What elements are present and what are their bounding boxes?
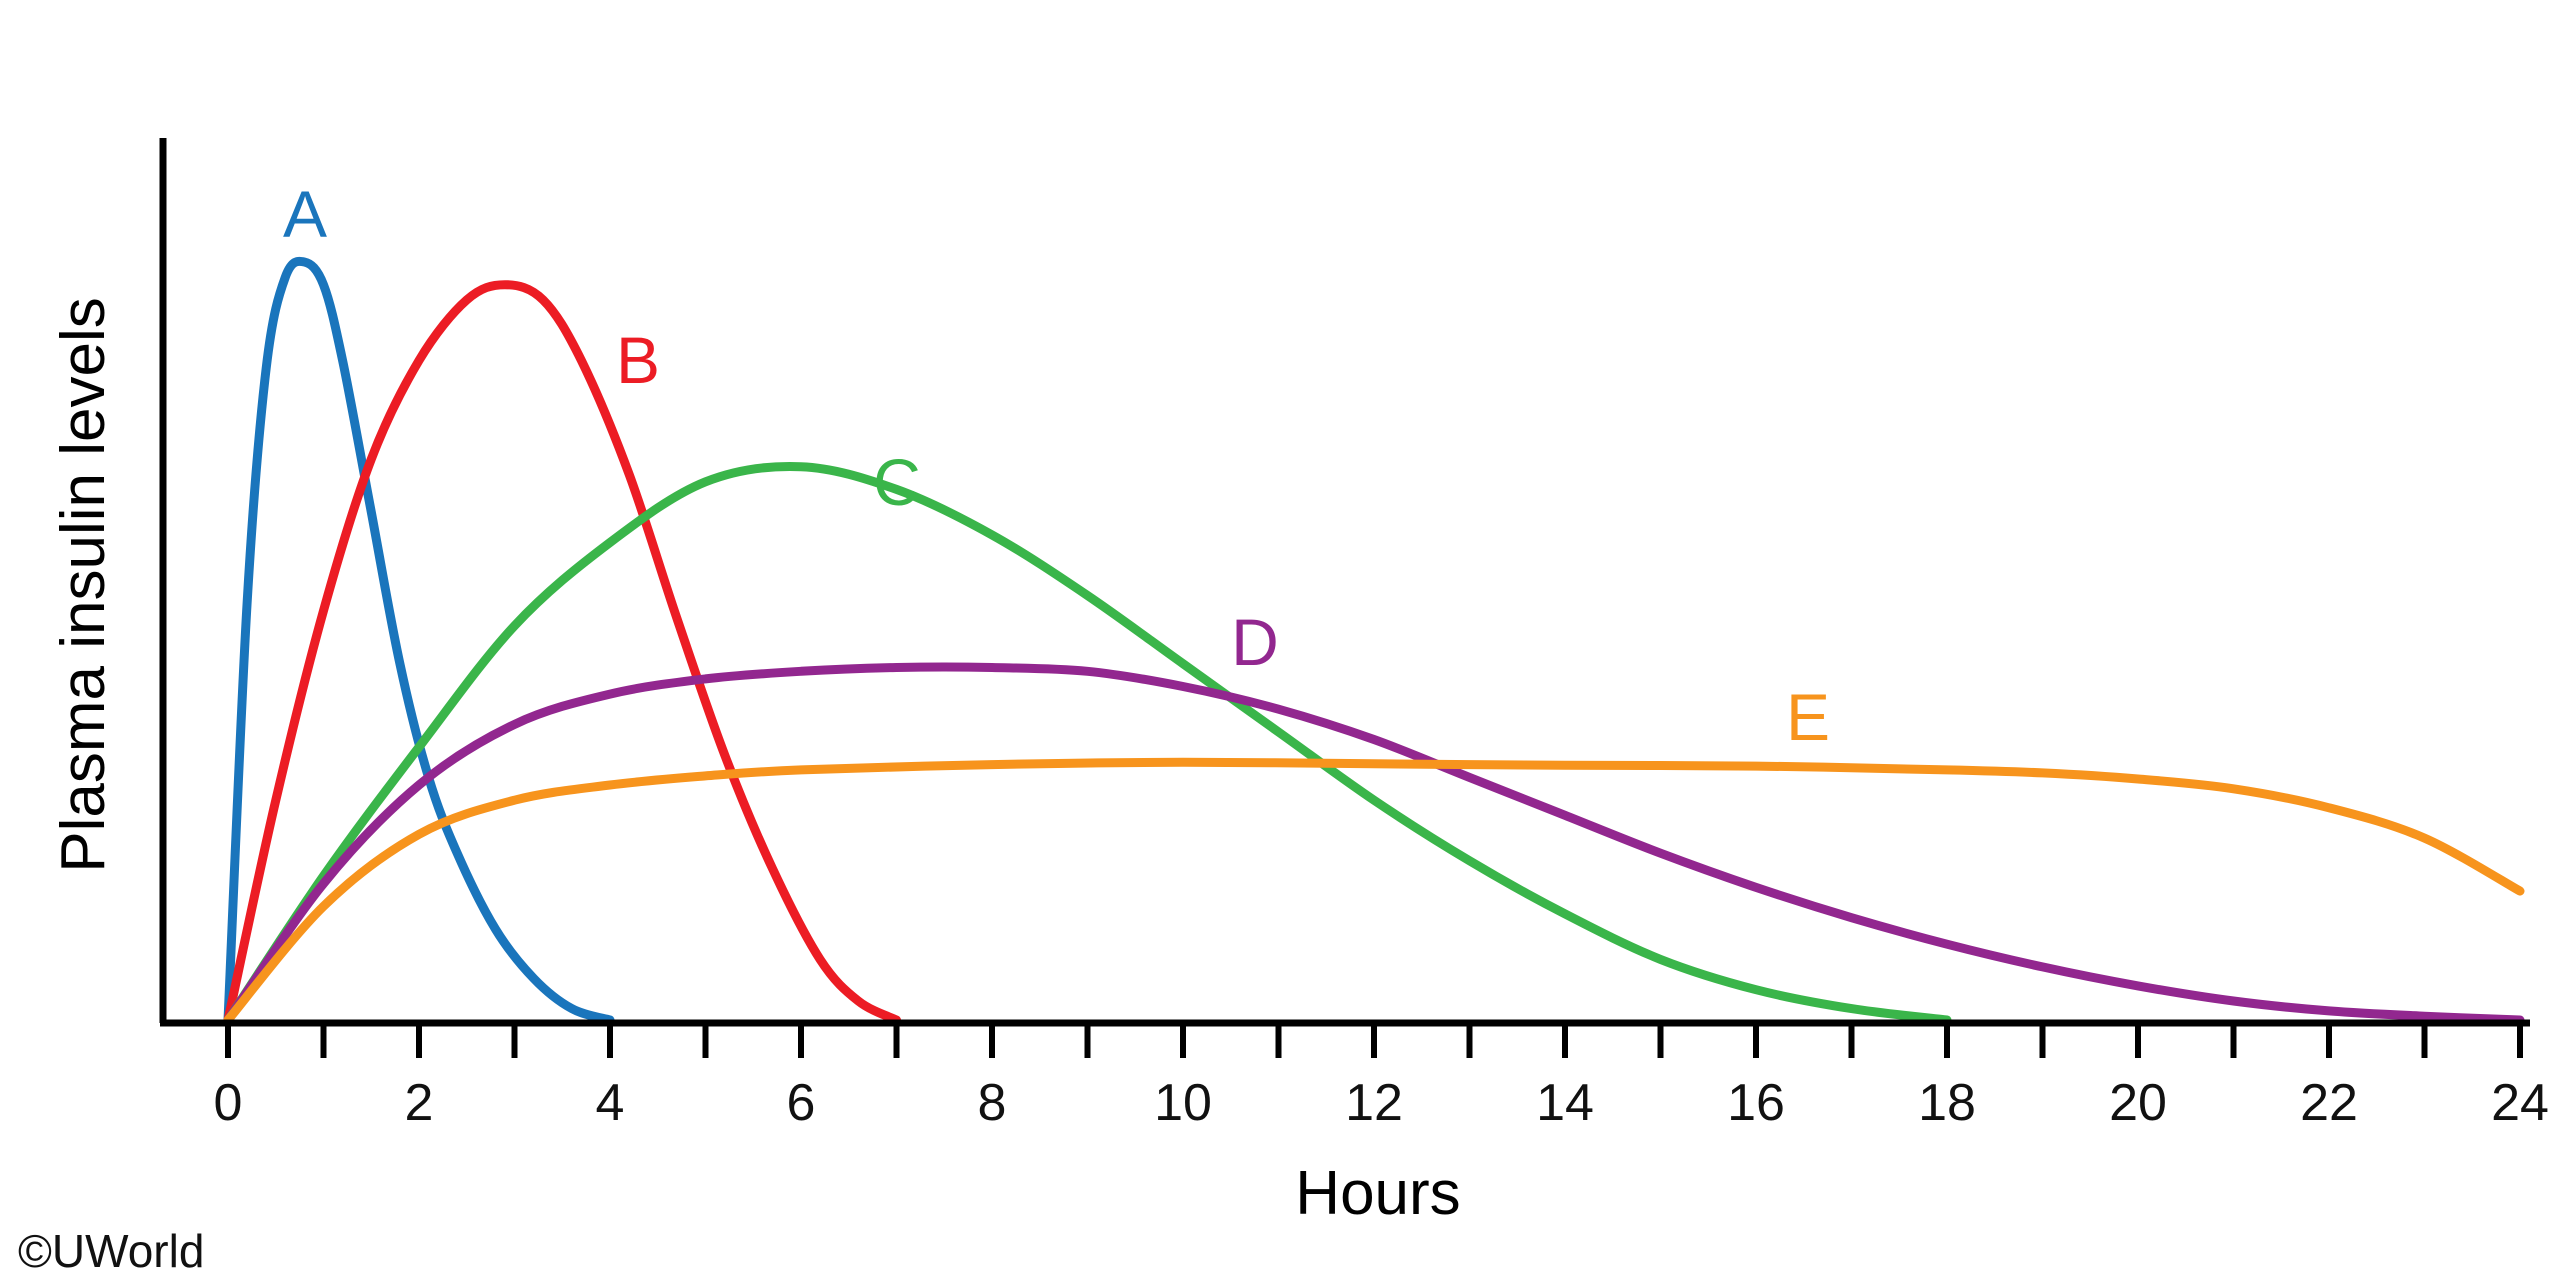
x-axis-ticks	[225, 1023, 2523, 1058]
x-tick-label: 12	[1345, 1074, 1403, 1132]
copyright-text: ©UWorld	[18, 1225, 204, 1274]
curve-e	[223, 757, 2525, 1025]
y-axis-title: Plasma insulin levels	[49, 297, 118, 872]
x-tick-label: 20	[2109, 1074, 2167, 1132]
x-tick-label: 16	[1727, 1074, 1785, 1132]
x-tick-label: 24	[2491, 1074, 2549, 1132]
x-tick-label: 22	[2300, 1074, 2358, 1132]
x-tick-label: 14	[1536, 1074, 1594, 1132]
x-axis-tick-labels: 0 2 4 6 8 10 12 14 16 18 20 22 24	[214, 1074, 2549, 1132]
curve-c	[223, 461, 1952, 1025]
x-tick-label: 4	[596, 1074, 625, 1132]
x-tick-label: 6	[787, 1074, 816, 1132]
x-tick-label: 8	[978, 1074, 1007, 1132]
curve-label-b: B	[616, 323, 660, 397]
curve-a	[223, 256, 615, 1025]
curve-d	[223, 662, 2525, 1025]
curve-label-d: D	[1231, 605, 1279, 679]
curve-label-a: A	[283, 177, 327, 251]
x-tick-label: 18	[1918, 1074, 1976, 1132]
curve-b	[223, 280, 901, 1025]
curve-label-e: E	[1786, 680, 1830, 754]
curve-label-c: C	[873, 445, 921, 519]
x-tick-label: 10	[1154, 1074, 1212, 1132]
curve-labels: A B C D E	[283, 177, 1830, 754]
x-tick-label: 2	[405, 1074, 434, 1132]
x-axis-title: Hours	[1295, 1159, 1460, 1228]
x-tick-label: 0	[214, 1074, 243, 1132]
curves	[223, 256, 2525, 1025]
